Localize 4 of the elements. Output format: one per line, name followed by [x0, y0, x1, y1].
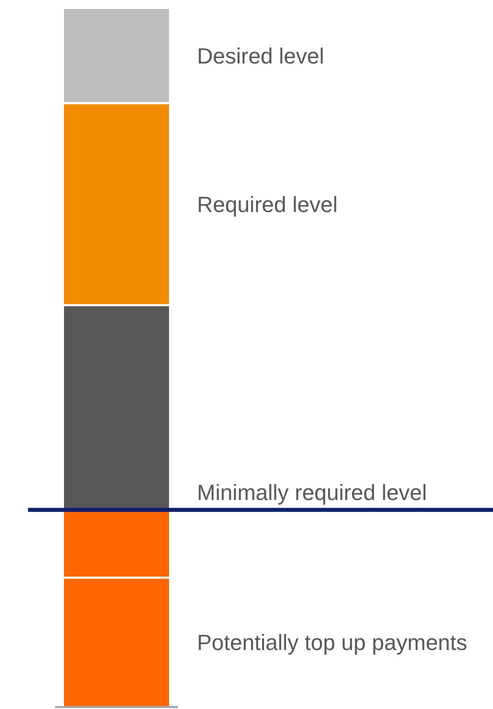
- series-label: Required level: [197, 192, 338, 217]
- ref-line-label: Minimally required level: [197, 480, 427, 505]
- series-label: Potentially top up payments: [197, 630, 468, 656]
- series-label: Desired level: [197, 43, 324, 68]
